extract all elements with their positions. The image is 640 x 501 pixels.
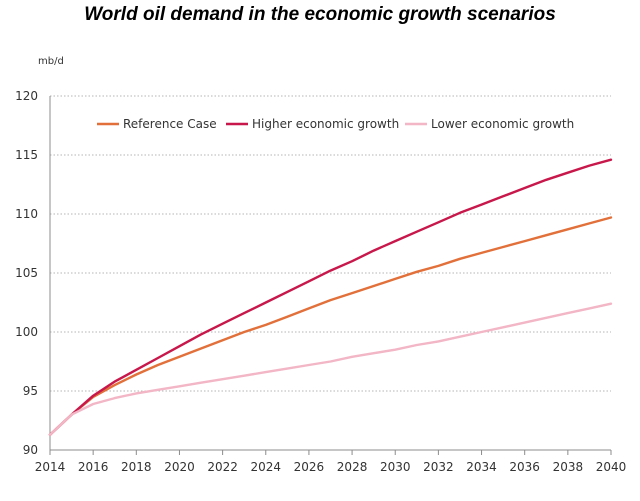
y-tick-label: 115	[15, 148, 38, 162]
series-line-1	[48, 216, 613, 436]
x-tick-label: 2030	[380, 460, 411, 474]
x-axis-ticks: 2014 2016 2018 2020 2022 2024 2026 2028 2030 2032…	[35, 450, 627, 474]
legend: Reference Case Higher economic growth Lowe…	[97, 117, 574, 131]
y-tick-label: 90	[23, 443, 38, 457]
x-tick-label: 2038	[553, 460, 584, 474]
series-line-2	[48, 158, 613, 436]
y-tick-label: 95	[23, 384, 38, 398]
axes	[49, 96, 611, 451]
x-tick-label: 2026	[294, 460, 325, 474]
x-tick-label: 2016	[78, 460, 109, 474]
x-tick-label: 2040	[596, 460, 627, 474]
legend-label-1: Reference Case	[123, 117, 217, 131]
x-tick-label: 2020	[164, 460, 195, 474]
x-tick-label: 2022	[207, 460, 238, 474]
x-tick-label: 2028	[337, 460, 368, 474]
y-tick-label: 120	[15, 89, 38, 103]
y-axis-ticks: 90 95 100 105 110 115 120	[15, 89, 38, 457]
grid-lines	[50, 95, 611, 392]
x-tick-label: 2014	[35, 460, 66, 474]
x-tick-label: 2036	[509, 460, 540, 474]
y-tick-label: 100	[15, 325, 38, 339]
series-lines	[48, 158, 613, 436]
x-tick-label: 2018	[121, 460, 152, 474]
x-tick-label: 2024	[250, 460, 281, 474]
legend-label-2: Higher economic growth	[252, 117, 399, 131]
x-tick-label: 2034	[466, 460, 497, 474]
legend-label-3: Lower economic growth	[431, 117, 574, 131]
y-axis-unit-label: mb/d	[38, 56, 64, 67]
y-tick-label: 110	[15, 207, 38, 221]
chart-title: World oil demand in the economic growth …	[84, 4, 556, 25]
x-tick-label: 2032	[423, 460, 454, 474]
series-line-3	[48, 302, 613, 436]
y-tick-label: 105	[15, 266, 38, 280]
